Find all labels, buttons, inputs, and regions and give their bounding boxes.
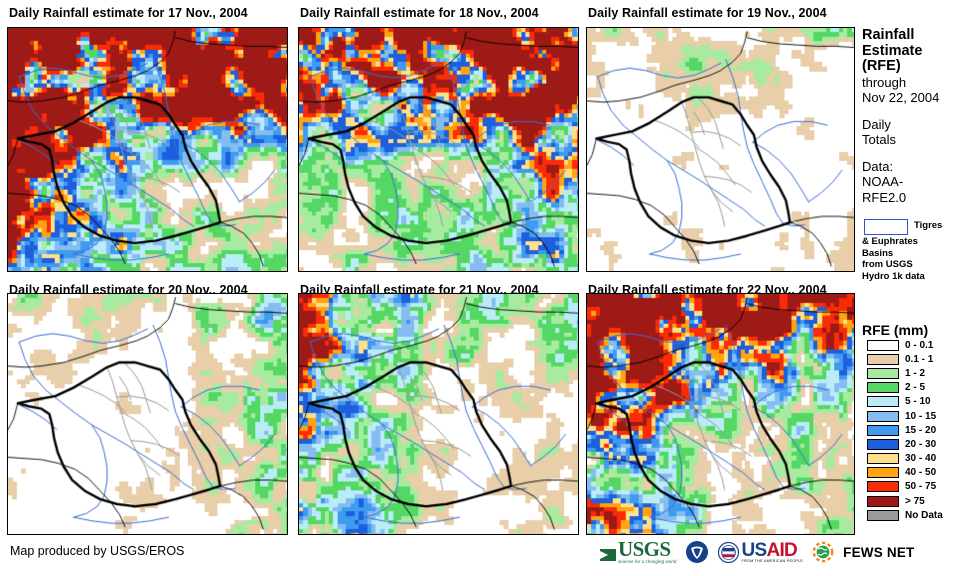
legend-swatch [867,438,899,450]
usgs-wordmark: USGS [618,537,671,561]
legend-swatch [867,367,899,379]
rainfall-raster-nov19 [587,28,854,271]
rainfall-raster-nov22 [587,294,854,534]
legend-row: 1 - 2 [862,366,967,380]
usaid-seal-icon [718,541,740,563]
noaa-logo-icon [686,541,709,563]
legend-swatch [867,382,899,394]
legend-label: 2 - 5 [905,382,926,394]
legend-swatch [867,353,899,365]
sidebar-title-line1: Rainfall [862,27,915,43]
panel-nov22[interactable] [586,293,855,535]
basin-label-rest: & Euphrates Basins from USGS Hydro 1k da… [862,236,925,282]
legend-label: 0.1 - 1 [905,353,934,365]
legend-row: 5 - 10 [862,395,967,409]
legend-label: 10 - 15 [905,410,937,422]
legend-label: > 75 [905,495,925,507]
panel-title-nov19: Daily Rainfall estimate for 19 Nov., 200… [588,6,827,20]
fews-net-wordmark: FEWS NET [843,544,915,560]
legend-row: 0 - 0.1 [862,338,967,352]
sidebar-data-line2: NOAA- [862,174,904,189]
sidebar-through-date: Nov 22, 2004 [862,90,940,105]
legend-swatch [867,396,899,408]
legend-heading: RFE (mm) [862,322,929,338]
legend-row: No Data [862,508,967,522]
legend-label: 30 - 40 [905,453,937,465]
legend-swatch [867,481,899,493]
legend-label: No Data [905,509,943,521]
basin-label-first: Tigres [914,220,943,231]
legend-row: 30 - 40 [862,452,967,466]
legend-row: > 75 [862,494,967,508]
panel-nov19[interactable] [586,27,855,272]
panel-title-nov17: Daily Rainfall estimate for 17 Nov., 200… [9,6,248,20]
legend-row: 50 - 75 [862,480,967,494]
rainfall-raster-nov21 [299,294,578,534]
rainfall-raster-nov20 [8,294,287,534]
legend-label: 40 - 50 [905,467,937,479]
legend-swatch [867,453,899,465]
sidebar-data-line3: RFE2.0 [862,189,907,205]
usgs-tagline: science for a changing world [618,559,677,564]
legend-row: 2 - 5 [862,381,967,395]
basin-swatch [864,219,908,235]
legend-label: 50 - 75 [905,481,937,493]
legend-swatch [867,509,899,521]
usaid-logo: USAID FROM THE AMERICAN PEOPLE [718,539,804,563]
legend-row: 0.1 - 1 [862,352,967,366]
panel-nov21[interactable] [298,293,579,535]
legend-row: 15 - 20 [862,423,967,437]
legend-swatch [867,495,899,507]
info-sidebar: Rainfall Estimate (RFE) through Nov 22, … [862,0,967,576]
rfe-legend: 0 - 0.1 0.1 - 1 1 - 2 2 - 5 5 - 10 10 - 15 15 … [862,338,967,522]
usaid-wordmark: USAID [741,539,798,561]
legend-label: 0 - 0.1 [905,339,934,351]
legend-row: 40 - 50 [862,466,967,480]
usgs-logo: USGS science for a changing world [600,537,677,564]
legend-label: 20 - 30 [905,438,937,450]
legend-row: 10 - 15 [862,409,967,423]
sidebar-totals-line2: Totals [862,132,896,147]
panel-nov18[interactable] [298,27,579,272]
sidebar-through-label: through [862,74,907,90]
legend-label: 15 - 20 [905,424,937,436]
usgs-mark-icon [600,549,616,561]
sidebar-totals-line1: Daily [862,116,891,132]
legend-row: 20 - 30 [862,437,967,451]
usaid-tagline: FROM THE AMERICAN PEOPLE [741,558,804,563]
rainfall-raster-nov17 [8,28,287,271]
legend-label: 5 - 10 [905,396,931,408]
legend-label: 1 - 2 [905,367,926,379]
panel-nov20[interactable] [7,293,288,535]
basin-legend: Tigres & Euphrates Basins from USGS Hydr… [862,219,967,282]
panel-title-nov18: Daily Rainfall estimate for 18 Nov., 200… [300,6,539,20]
fews-net-globe-icon [812,541,834,563]
legend-swatch [867,410,899,422]
sidebar-title-line2: Estimate [862,42,923,59]
legend-swatch [867,339,899,351]
sidebar-title-line3: (RFE) [862,58,901,74]
legend-swatch [867,467,899,479]
panel-nov17[interactable] [7,27,288,272]
rainfall-raster-nov18 [299,28,578,271]
legend-swatch [867,424,899,436]
agency-logos: USGS science for a changing world USAID … [600,537,915,564]
map-credit: Map produced by USGS/EROS [10,544,185,558]
sidebar-data-line1: Data: [862,158,894,174]
